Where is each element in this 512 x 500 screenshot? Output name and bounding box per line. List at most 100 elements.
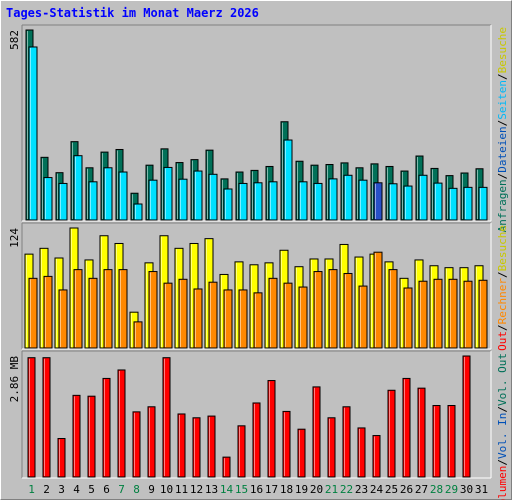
bar-rechner-day-2 [43,275,53,349]
x-tick-label-day-18: 18 [280,483,293,496]
x-tick-label-day-23: 23 [355,483,368,496]
bar-seiten-day-6 [103,167,113,221]
bar-seiten-day-15 [238,182,248,221]
bar-seiten-day-20 [313,182,323,221]
bar-rechner-day-4 [73,269,83,349]
x-tick-label-day-13: 13 [205,483,218,496]
bar-volumen-day-4 [72,394,81,478]
bar-seiten-day-30 [463,186,473,221]
x-tick-label-day-31: 31 [475,483,488,496]
bar-seiten-day-3 [58,182,68,221]
bar-volumen-day-3 [57,438,66,478]
x-tick-label-day-10: 10 [160,483,173,496]
bar-volumen-day-27 [417,387,426,478]
bar-seiten-day-19 [298,181,308,221]
x-tick-label-day-26: 26 [400,483,413,496]
bar-volumen-day-14 [222,456,231,478]
legend-entry-sep: / [496,173,509,180]
x-tick-label-day-6: 6 [103,483,110,496]
legend-entry-sep: / [496,271,509,278]
x-tick-label-day-25: 25 [385,483,398,496]
bar-seiten-day-26 [403,185,413,221]
x-tick-label-day-27: 27 [415,483,428,496]
x-tick-label-day-24: 24 [370,483,384,496]
bar-rechner-day-7 [118,269,128,349]
bar-volumen-day-24 [372,435,381,478]
x-tick-label-day-21: 21 [325,483,338,496]
x-tick-label-day-2: 2 [43,483,50,496]
legend-entry-rechner: Rechner [496,278,509,325]
ymax-label-2: 124 [8,228,21,248]
legend-entry-anfragen: Anfragen [496,179,509,232]
x-tick-label-day-30: 30 [460,483,473,496]
bar-seiten-day-4 [73,155,83,221]
bar-rechner-day-27 [418,280,428,349]
bar-volumen-day-10 [162,357,171,478]
bar-rechner-day-3 [58,289,68,349]
legend-entry-sep: / [496,459,509,466]
bar-volumen-day-11 [177,413,186,478]
legend-entry-sep: / [496,73,509,80]
bar-seiten-day-16 [253,182,263,221]
bar-volumen-day-13 [207,415,216,478]
x-tick-label-day-22: 22 [340,483,353,496]
legend-entry-seiten: Seiten [496,80,509,120]
legend-entry-volumen: Volumen [496,466,509,500]
bar-seiten-day-27 [418,174,428,221]
x-tick-label-day-1: 1 [28,483,35,496]
legend-entry-sep: / [496,406,509,413]
right-legend-3: Volumen/Vol. In/Vol. Out [496,353,509,500]
bar-rechner-day-13 [208,281,218,349]
bar-seiten-day-7 [118,171,128,221]
bar-rechner-day-20 [313,271,323,349]
legend-entry-dateien: Vol. In [496,413,509,459]
bar-seiten-day-12 [193,170,203,221]
bar-volumen-day-6 [102,377,111,478]
bar-rechner-day-5 [88,277,98,349]
bar-rechner-day-1 [28,277,38,349]
bar-rechner-day-6 [103,269,113,349]
bar-volumen-day-22 [342,406,351,478]
legend-entry-besuche: Besuche [496,225,509,271]
x-tick-label-day-20: 20 [310,483,323,496]
bar-rechner-day-19 [298,286,308,349]
bar-rechner-day-24 [373,251,383,349]
bar-seiten-day-8 [133,203,143,221]
ymax-label-3: 2.86 MB [8,356,21,403]
x-tick-label-day-12: 12 [190,483,203,496]
bar-volumen-day-9 [147,406,156,478]
right-legend-2: Out/Rechner/Besuche [496,225,509,351]
bar-volumen-day-23 [357,427,366,478]
bar-seiten-day-1 [28,46,38,221]
bar-seiten-day-25 [388,183,398,221]
bar-seiten-day-29 [448,187,458,221]
bar-volumen-day-28 [432,405,441,478]
x-tick-label-day-16: 16 [250,483,263,496]
x-tick-label-day-19: 19 [295,483,308,496]
bar-volumen-day-15 [237,425,246,478]
bar-rechner-day-9 [148,271,158,349]
bar-seiten-day-9 [148,179,158,221]
bar-seiten-day-21 [328,178,338,221]
bar-seiten-day-13 [208,173,218,221]
bar-rechner-day-15 [238,289,248,349]
bar-seiten-day-2 [43,177,53,221]
bar-volumen-day-2 [42,357,51,478]
bar-volumen-day-30 [462,355,471,478]
bar-seiten-day-5 [88,181,98,221]
bar-volumen-day-19 [297,428,306,478]
x-tick-label-day-7: 7 [118,483,125,496]
x-tick-label-day-15: 15 [235,483,248,496]
ymax-label-1: 582 [8,30,21,50]
legend-entry-besuche: Besuche [496,27,509,73]
bar-volumen-day-16 [252,402,261,478]
bar-seiten-day-11 [178,178,188,221]
bar-rechner-day-28 [433,278,443,349]
bar-rechner-day-23 [358,285,368,349]
legend-entry-sep: / [496,120,509,127]
legend-entry-volumen: Out [496,331,509,351]
bar-volumen-day-17 [267,380,276,478]
bar-seiten-day-17 [268,181,278,221]
bar-rechner-day-16 [253,292,263,349]
